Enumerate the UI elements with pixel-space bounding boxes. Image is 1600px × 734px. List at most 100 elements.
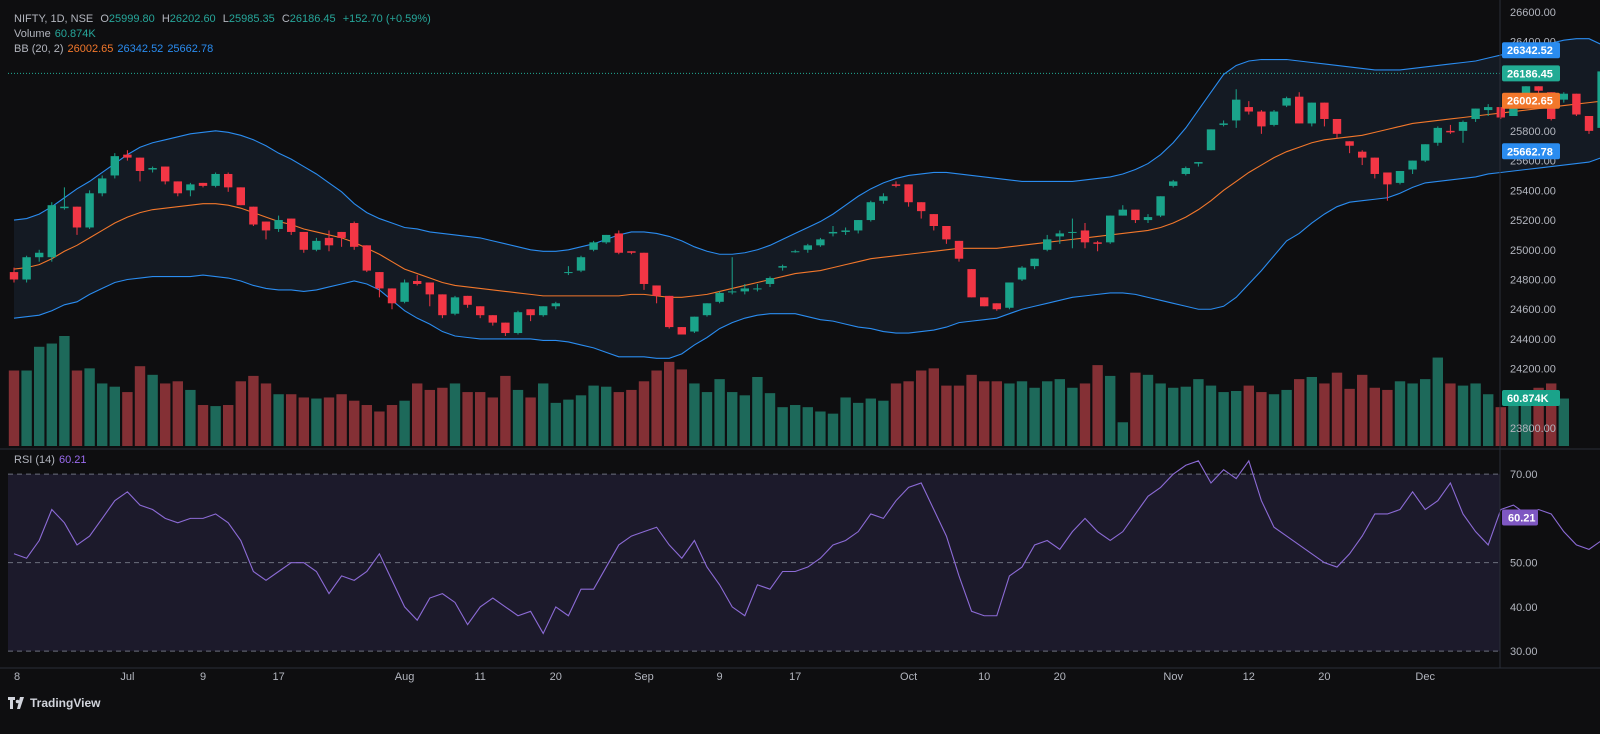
volume-bar[interactable] <box>840 397 851 446</box>
volume-bar[interactable] <box>1445 383 1456 446</box>
volume-bar[interactable] <box>689 383 700 446</box>
candle[interactable] <box>287 218 296 232</box>
volume-bar[interactable] <box>676 369 687 446</box>
volume-bar[interactable] <box>1394 381 1406 446</box>
volume-bar[interactable] <box>462 392 473 446</box>
candle[interactable] <box>1383 172 1392 185</box>
volume-bar[interactable] <box>626 389 637 446</box>
candle[interactable] <box>60 206 69 209</box>
candle[interactable] <box>1017 267 1027 280</box>
candle[interactable] <box>778 266 787 268</box>
volume-bar[interactable] <box>449 383 461 446</box>
candle[interactable] <box>261 221 271 231</box>
volume-bar[interactable] <box>1344 388 1355 446</box>
volume-bar[interactable] <box>424 389 435 446</box>
candle[interactable] <box>1307 102 1316 124</box>
volume-bar[interactable] <box>714 379 725 446</box>
candle[interactable] <box>564 272 573 274</box>
candle[interactable] <box>413 281 422 284</box>
volume-bar[interactable] <box>1483 394 1494 446</box>
volume-bar[interactable] <box>638 381 650 446</box>
volume-bar[interactable] <box>563 399 574 446</box>
volume-bar[interactable] <box>311 398 322 446</box>
candle[interactable] <box>1559 93 1568 100</box>
volume-bar[interactable] <box>991 381 1002 446</box>
candle[interactable] <box>715 292 724 302</box>
candle[interactable] <box>677 327 686 335</box>
volume-bar[interactable] <box>1508 393 1519 446</box>
candle[interactable] <box>123 154 132 158</box>
candle[interactable] <box>1446 130 1455 133</box>
candle[interactable] <box>1433 127 1442 143</box>
candle[interactable] <box>312 240 321 250</box>
candle[interactable] <box>1030 258 1039 267</box>
candle[interactable] <box>274 220 283 229</box>
volume-bar[interactable] <box>1520 391 1532 446</box>
volume-bar[interactable] <box>1319 383 1330 446</box>
candle[interactable] <box>236 187 245 206</box>
volume-bar[interactable] <box>1533 387 1544 446</box>
rsi-pane[interactable] <box>8 459 1600 652</box>
candle[interactable] <box>602 234 611 243</box>
volume-bar[interactable] <box>323 397 335 446</box>
candle[interactable] <box>148 168 157 170</box>
volume-bar[interactable] <box>1205 385 1217 446</box>
volume-bar[interactable] <box>160 383 171 446</box>
candle[interactable] <box>488 315 497 323</box>
candle[interactable] <box>337 231 346 238</box>
bb-upper-line[interactable] <box>13 38 1600 255</box>
tradingview-logo[interactable]: TradingView <box>8 696 100 710</box>
rsi-line[interactable] <box>13 459 1600 635</box>
volume-bar[interactable] <box>613 392 624 446</box>
volume-bar[interactable] <box>172 381 183 446</box>
candle[interactable] <box>110 156 119 176</box>
candle[interactable] <box>627 251 636 253</box>
volume-bar[interactable] <box>336 394 347 446</box>
candle[interactable] <box>1484 107 1493 111</box>
candle[interactable] <box>690 316 699 332</box>
volume-bar[interactable] <box>21 370 32 446</box>
volume-bar[interactable] <box>109 386 120 446</box>
volume-bar[interactable] <box>588 385 599 446</box>
candle[interactable] <box>702 303 712 316</box>
volume-bar[interactable] <box>1042 381 1053 446</box>
candle[interactable] <box>1534 86 1543 91</box>
candle[interactable] <box>765 278 775 284</box>
volume-bar[interactable] <box>1105 375 1116 446</box>
candle[interactable] <box>539 306 548 316</box>
candle[interactable] <box>1458 121 1468 131</box>
volume-bar[interactable] <box>764 393 776 446</box>
volume-bar[interactable] <box>664 361 675 446</box>
volume-bar[interactable] <box>601 386 612 446</box>
volume-bar[interactable] <box>349 400 360 446</box>
volume-bar[interactable] <box>1168 387 1179 446</box>
volume-bar[interactable] <box>1243 385 1254 446</box>
candle[interactable] <box>1093 242 1102 244</box>
candle[interactable] <box>476 306 485 316</box>
volume-bar[interactable] <box>903 381 914 446</box>
candle[interactable] <box>1005 282 1014 308</box>
candle[interactable] <box>9 272 19 280</box>
candle[interactable] <box>1068 231 1077 233</box>
volume-bar[interactable] <box>1382 389 1393 446</box>
volume-bar[interactable] <box>1142 374 1154 446</box>
candle[interactable] <box>942 226 951 240</box>
candle[interactable] <box>501 322 510 334</box>
rsi-legend[interactable]: RSI (14) 60.21 <box>14 453 91 468</box>
volume-bar[interactable] <box>1155 383 1166 446</box>
volume-bar[interactable] <box>777 407 788 446</box>
candle[interactable] <box>1408 160 1417 170</box>
volume-bar[interactable] <box>1420 379 1431 446</box>
volume-bar[interactable] <box>790 405 801 446</box>
price-pane[interactable] <box>8 6 1600 446</box>
candle[interactable] <box>816 239 825 246</box>
volume-bar[interactable] <box>941 385 952 446</box>
candle[interactable] <box>350 223 359 247</box>
volume-bar[interactable] <box>1558 398 1569 446</box>
candle[interactable] <box>438 294 447 316</box>
candle[interactable] <box>1106 215 1115 243</box>
volume-bar[interactable] <box>1079 383 1091 446</box>
volume-bar[interactable] <box>97 383 108 446</box>
volume-bar[interactable] <box>361 405 372 446</box>
candle[interactable] <box>324 237 334 246</box>
